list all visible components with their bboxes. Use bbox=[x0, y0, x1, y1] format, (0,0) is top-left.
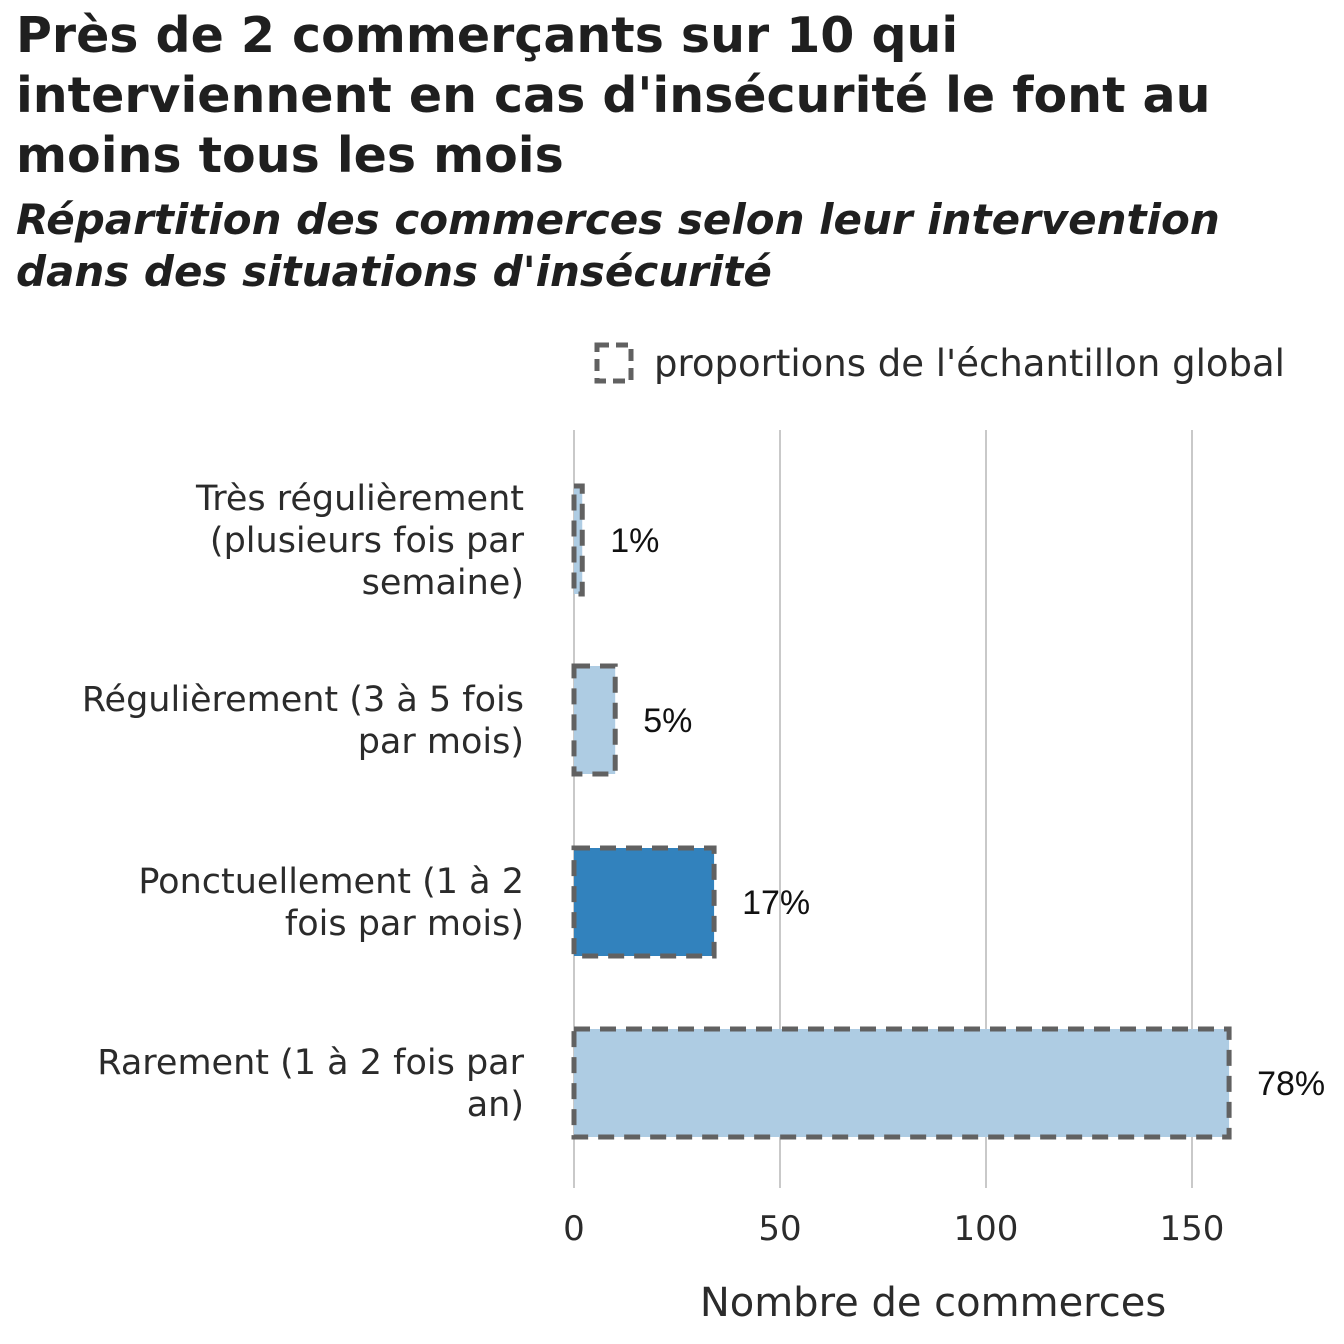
value-label: 5% bbox=[643, 702, 692, 740]
x-axis-title: Nombre de commerces bbox=[700, 1280, 1166, 1326]
chart-title: Près de 2 commerçants sur 10 qui intervi… bbox=[16, 7, 1211, 184]
legend-key bbox=[594, 342, 634, 384]
bar-0 bbox=[574, 486, 583, 594]
value-label: 78% bbox=[1257, 1065, 1325, 1103]
x-tick-label: 0 bbox=[563, 1209, 585, 1249]
category-label: Très régulièrement (plusieurs fois par sem… bbox=[195, 479, 525, 603]
bar-outline-3 bbox=[571, 1026, 1232, 1140]
bar-1 bbox=[574, 666, 616, 774]
x-tick-label: 150 bbox=[1160, 1209, 1225, 1249]
x-tick-label: 50 bbox=[758, 1209, 801, 1249]
chart-subtitle: Répartition des commerces selon leur int… bbox=[16, 195, 1220, 296]
bar-outline-1 bbox=[571, 663, 618, 777]
value-label: 1% bbox=[610, 522, 659, 560]
category-label: Ponctuellement (1 à 2 fois par mois) bbox=[138, 862, 524, 944]
category-label: Rarement (1 à 2 fois par an) bbox=[97, 1043, 524, 1125]
bar-outline-0 bbox=[571, 483, 585, 597]
category-label: Régulièrement (3 à 5 fois par mois) bbox=[82, 680, 524, 762]
value-label: 17% bbox=[742, 884, 810, 922]
x-tick-label: 100 bbox=[954, 1209, 1019, 1249]
bar-2 bbox=[574, 848, 715, 956]
bar-outline-2 bbox=[571, 845, 717, 959]
legend-label: proportions de l'échantillon global bbox=[654, 342, 1285, 385]
bar-3 bbox=[574, 1029, 1230, 1137]
